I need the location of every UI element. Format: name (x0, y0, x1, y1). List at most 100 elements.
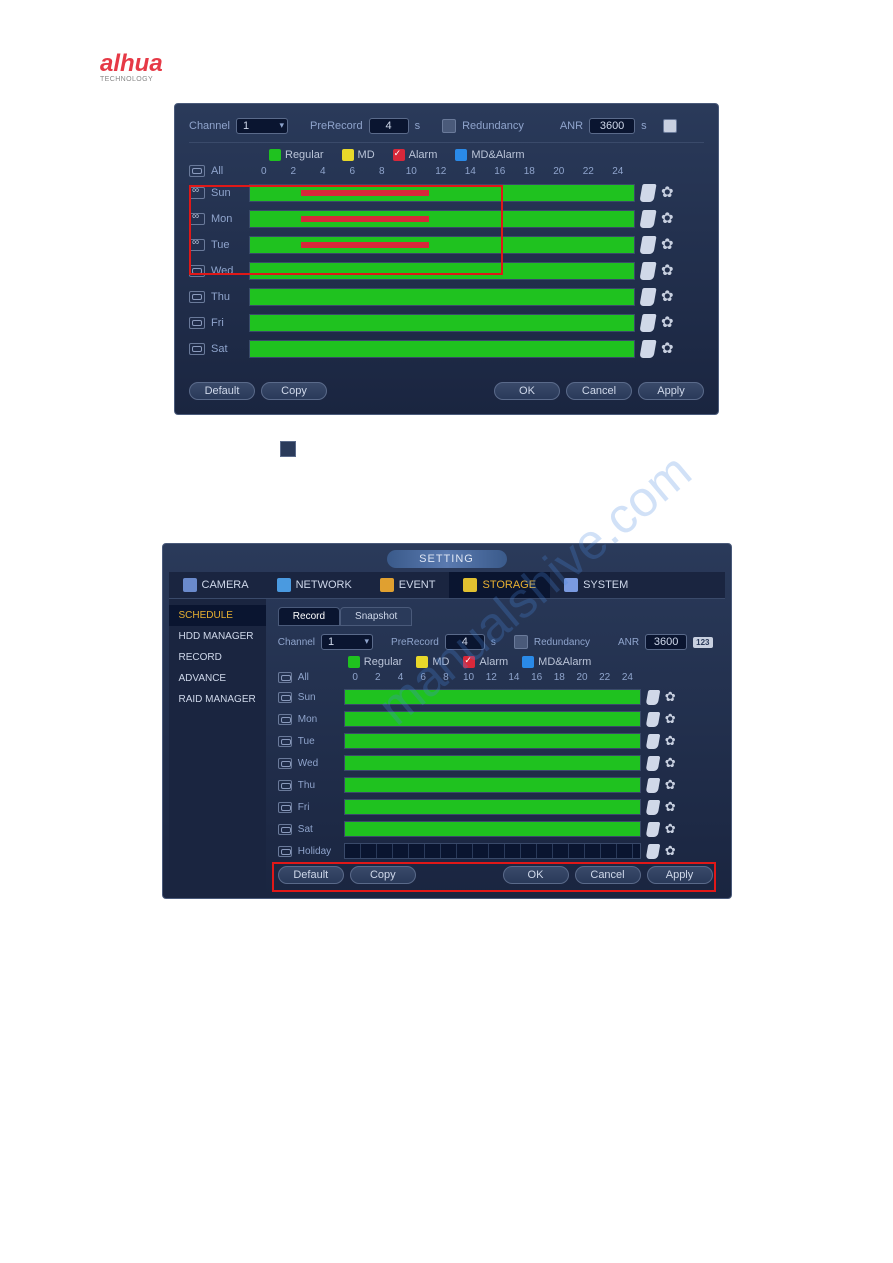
eraser-icon[interactable] (645, 822, 660, 837)
all-link-icon[interactable] (189, 165, 205, 177)
anr-input[interactable]: 3600 (589, 118, 635, 134)
gear-icon[interactable]: ✿ (665, 777, 681, 793)
link-icon[interactable] (189, 343, 205, 355)
timeline-track[interactable] (344, 799, 641, 815)
timeline-track[interactable] (249, 262, 635, 280)
ok-button-2[interactable]: OK (503, 866, 569, 884)
link-icon[interactable] (278, 736, 292, 747)
link-icon[interactable] (189, 213, 205, 225)
eraser-icon[interactable] (639, 236, 656, 254)
prerecord-input-2[interactable]: 4 (445, 634, 485, 650)
tab-storage[interactable]: STORAGE (449, 572, 550, 598)
gear-icon[interactable]: ✿ (661, 263, 677, 279)
timeline-track[interactable] (344, 755, 641, 771)
hour-tick: 12 (480, 672, 503, 683)
eraser-icon[interactable] (645, 734, 660, 749)
link-icon[interactable] (189, 187, 205, 199)
eraser-icon[interactable] (645, 844, 660, 859)
channel-select-2[interactable]: 1 (321, 634, 373, 650)
all-link-icon-2[interactable] (278, 672, 292, 683)
timeline-track[interactable] (344, 689, 641, 705)
apply-button-2[interactable]: Apply (647, 866, 713, 884)
eraser-icon[interactable] (645, 778, 660, 793)
gear-icon[interactable]: ✿ (661, 185, 677, 201)
redundancy-checkbox[interactable] (442, 119, 456, 133)
tab-network[interactable]: NETWORK (263, 572, 366, 598)
link-icon[interactable] (278, 780, 292, 791)
gear-icon[interactable]: ✿ (665, 755, 681, 771)
timeline-track[interactable] (344, 733, 641, 749)
anr-input-2[interactable]: 3600 (645, 634, 687, 650)
numpad-icon[interactable]: 123 (693, 637, 712, 648)
default-button[interactable]: Default (189, 382, 255, 400)
sidebar-item[interactable]: ADVANCE (169, 668, 266, 689)
sidebar-item[interactable]: RAID MANAGER (169, 689, 266, 710)
timeline-track[interactable] (344, 777, 641, 793)
default-button-2[interactable]: Default (278, 866, 344, 884)
eraser-icon[interactable] (645, 712, 660, 727)
timeline-track[interactable] (344, 843, 641, 859)
ok-button[interactable]: OK (494, 382, 560, 400)
eraser-icon[interactable] (639, 210, 656, 228)
timeline-track[interactable] (249, 314, 635, 332)
link-icon[interactable] (278, 824, 292, 835)
subtab-record[interactable]: Record (278, 607, 340, 626)
link-icon[interactable] (278, 802, 292, 813)
eraser-icon[interactable] (639, 340, 656, 358)
day-name: Holiday (298, 846, 338, 857)
timeline-track[interactable] (249, 210, 635, 228)
timeline-track[interactable] (249, 340, 635, 358)
gear-icon[interactable]: ✿ (661, 315, 677, 331)
gear-icon[interactable]: ✿ (665, 843, 681, 859)
timeline-track[interactable] (344, 711, 641, 727)
eraser-icon[interactable] (645, 800, 660, 815)
timeline-track[interactable] (249, 288, 635, 306)
eraser-icon[interactable] (639, 288, 656, 306)
gear-icon[interactable]: ✿ (665, 821, 681, 837)
apply-button[interactable]: Apply (638, 382, 704, 400)
eraser-icon[interactable] (639, 314, 656, 332)
gear-icon[interactable]: ✿ (665, 733, 681, 749)
timeline-track[interactable] (249, 184, 635, 202)
copy-button[interactable]: Copy (261, 382, 327, 400)
sidebar-item[interactable]: RECORD (169, 647, 266, 668)
eraser-icon[interactable] (645, 756, 660, 771)
sidebar-item[interactable]: SCHEDULE (169, 605, 266, 626)
copy-button-2[interactable]: Copy (350, 866, 416, 884)
link-icon[interactable] (278, 714, 292, 725)
timeline-track[interactable] (249, 236, 635, 254)
link-icon[interactable] (278, 846, 292, 857)
cancel-button[interactable]: Cancel (566, 382, 632, 400)
gear-icon[interactable]: ✿ (661, 289, 677, 305)
sidebar-item[interactable]: HDD MANAGER (169, 626, 266, 647)
eraser-icon[interactable] (645, 690, 660, 705)
channel-select[interactable]: 1 (236, 118, 288, 134)
timeline-track[interactable] (344, 821, 641, 837)
subtab-snapshot[interactable]: Snapshot (340, 607, 412, 626)
cancel-button-2[interactable]: Cancel (575, 866, 641, 884)
gear-icon[interactable]: ✿ (665, 689, 681, 705)
redundancy-checkbox-2[interactable] (514, 635, 528, 649)
eraser-icon[interactable] (639, 184, 656, 202)
gear-icon[interactable]: ✿ (661, 237, 677, 253)
link-icon[interactable] (278, 692, 292, 703)
link-icon[interactable] (189, 317, 205, 329)
regular-bar (345, 822, 640, 836)
link-icon[interactable] (189, 291, 205, 303)
gear-icon[interactable]: ✿ (665, 711, 681, 727)
prerecord-input[interactable]: 4 (369, 118, 409, 134)
link-icon[interactable] (189, 239, 205, 251)
eraser-icon[interactable] (639, 262, 656, 280)
gear-icon[interactable]: ✿ (665, 799, 681, 815)
link-icon[interactable] (189, 265, 205, 277)
regular-bar (250, 289, 634, 305)
tab-camera[interactable]: CAMERA (169, 572, 263, 598)
day-row: Mon✿ (189, 206, 704, 232)
gear-icon[interactable]: ✿ (661, 211, 677, 227)
gear-icon[interactable]: ✿ (661, 341, 677, 357)
tab-system[interactable]: SYSTEM (550, 572, 642, 598)
tab-event[interactable]: EVENT (366, 572, 450, 598)
anr-checkbox[interactable] (663, 119, 677, 133)
hour-tick: 8 (367, 166, 397, 177)
link-icon[interactable] (278, 758, 292, 769)
